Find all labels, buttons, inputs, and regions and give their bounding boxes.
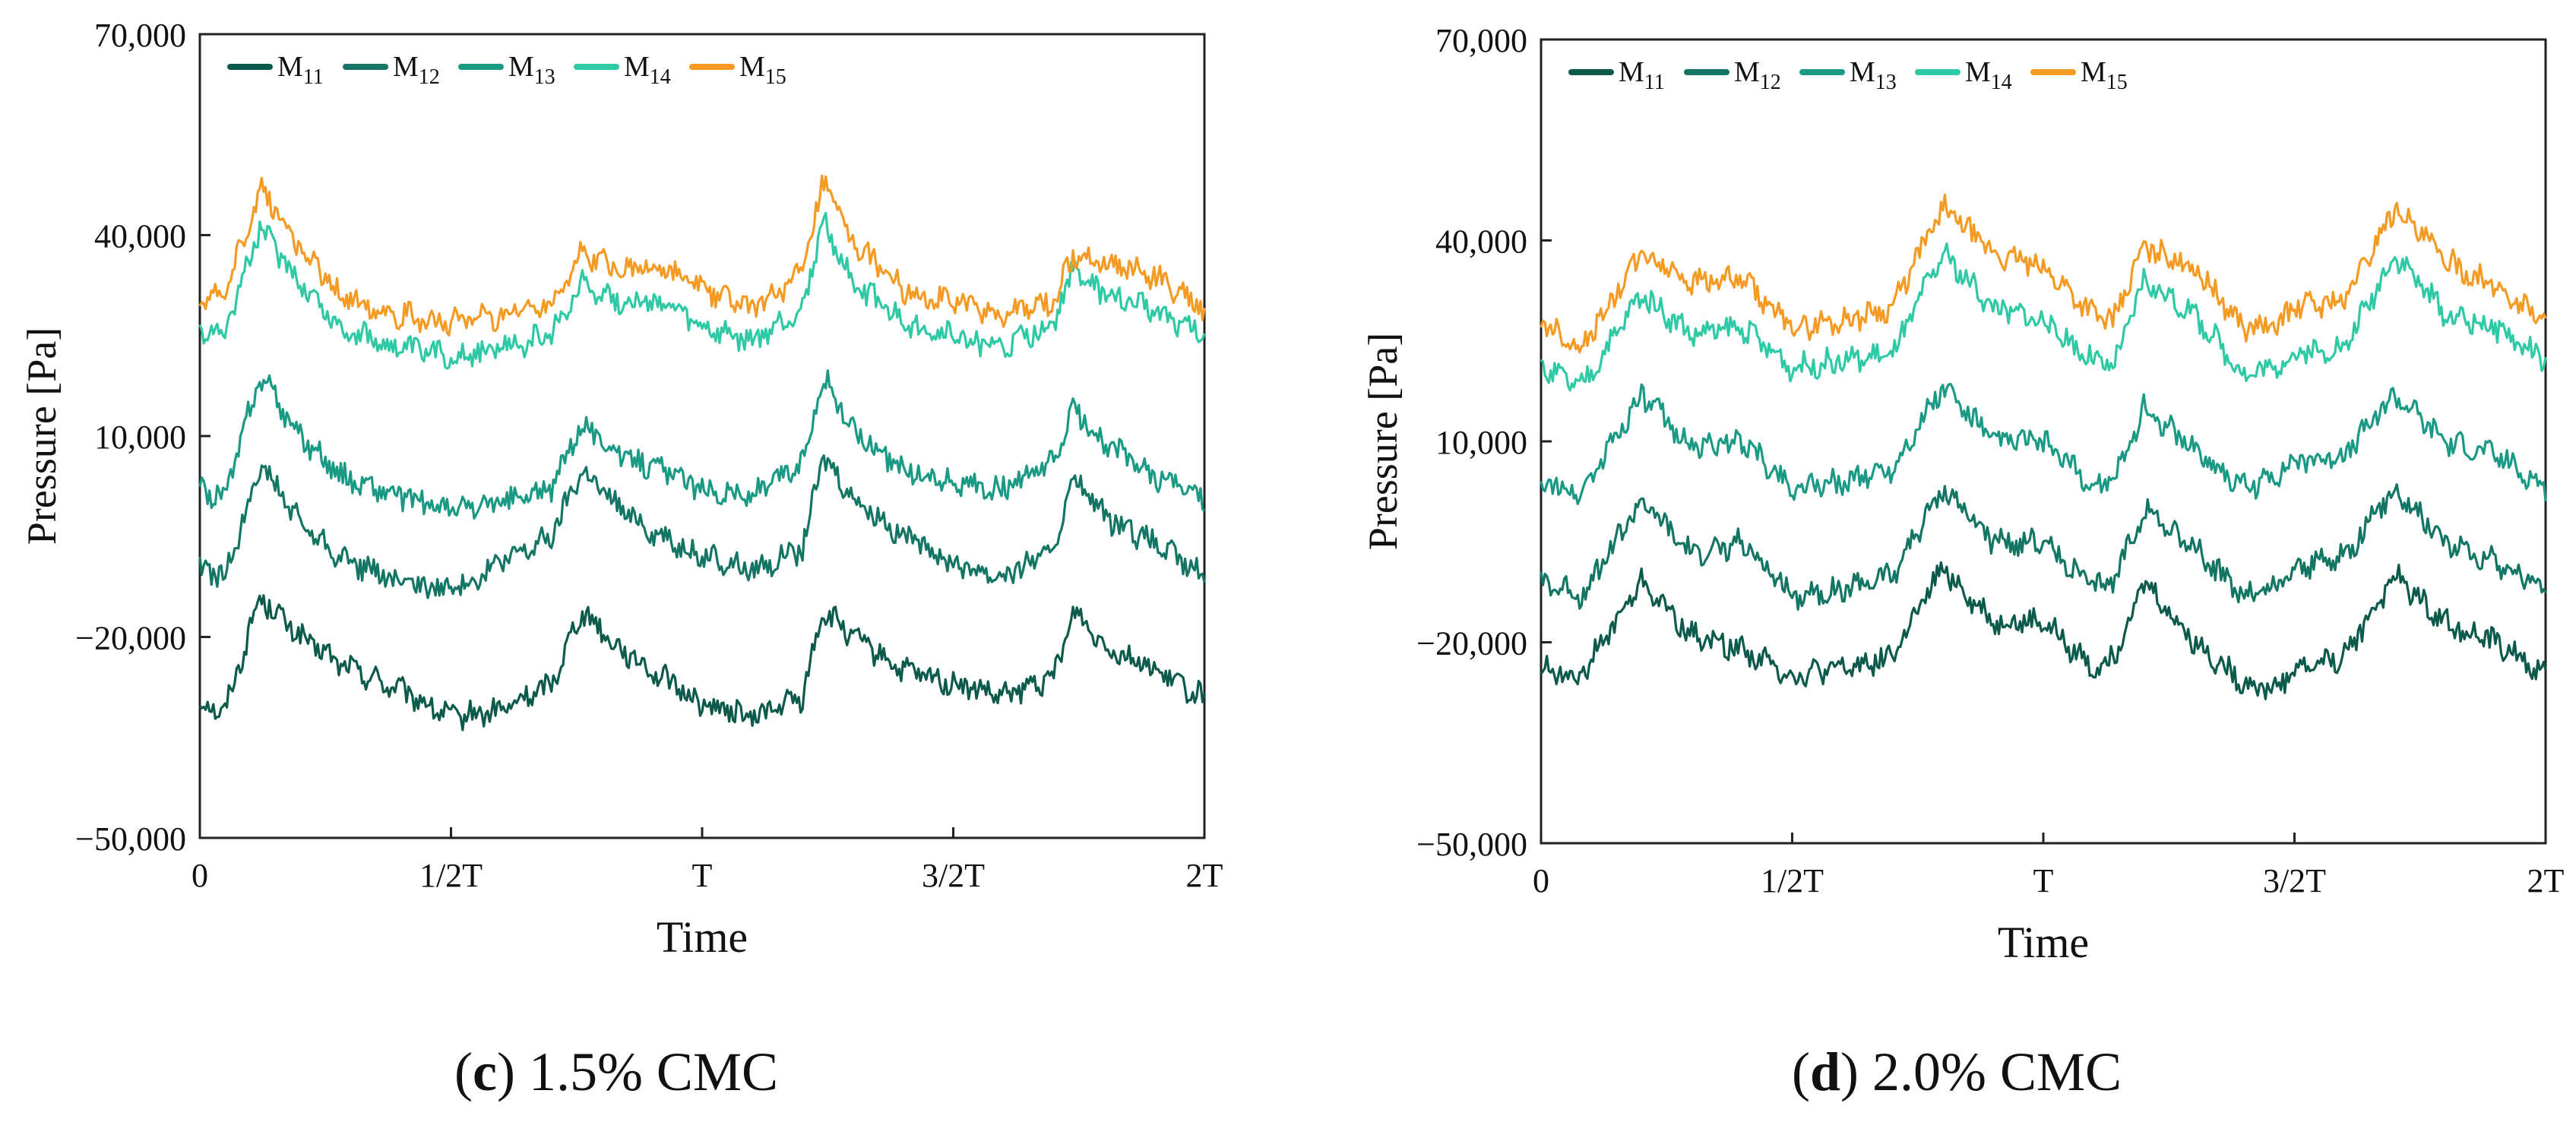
series-line-m11 [198, 594, 1206, 732]
y-tick-label: 10,000 [94, 419, 186, 456]
y-tick-label: 10,000 [1435, 424, 1527, 461]
legend: M11 M12 M13 M14 M15 [1568, 56, 2128, 94]
legend-label: M11 [277, 51, 324, 89]
legend-item-m14: M14 [574, 51, 671, 89]
y-tick-label: 40,000 [94, 218, 186, 255]
y-tick-label: 70,000 [1435, 22, 1527, 59]
legend-item-m15: M15 [2030, 56, 2128, 94]
x-tick-label: 3/2T [2263, 862, 2326, 899]
x-axis-label: Time [657, 912, 748, 962]
legend-label: M13 [508, 51, 555, 89]
legend: M11 M12 M13 M14 M15 [227, 51, 786, 89]
caption-c-label: c [472, 1041, 497, 1102]
legend-label: M14 [624, 51, 671, 89]
legend-label: M15 [2081, 56, 2128, 94]
x-tick-label: T [2033, 862, 2054, 899]
legend-label: M13 [1850, 56, 1897, 94]
series-line-m11 [1540, 561, 2547, 700]
x-tick-label: 3/2T [922, 857, 985, 894]
legend-item-m11: M11 [1568, 56, 1665, 94]
series-line-m12 [198, 454, 1206, 599]
caption-d: (d) 2.0% CMC [1792, 1041, 2122, 1102]
x-tick-label: 0 [191, 857, 208, 894]
x-tick-label: 2T [2527, 862, 2565, 899]
legend-item-m12: M12 [1684, 56, 1781, 94]
series-line-m12 [1540, 483, 2547, 611]
series-line-m15 [198, 174, 1206, 337]
y-axis-label: Pressure [Pa] [19, 327, 65, 545]
legend-item-m13: M13 [458, 51, 555, 89]
series-line-m13 [1540, 383, 2547, 505]
y-axis-label: Pressure [Pa] [1360, 333, 1406, 550]
legend-item-m11: M11 [227, 51, 324, 89]
legend-label: M12 [1734, 56, 1781, 94]
x-tick-label: 1/2T [419, 857, 483, 894]
legend-label: M14 [1965, 56, 2012, 94]
y-tick-label: −20,000 [75, 620, 186, 657]
y-tick-label: −50,000 [75, 820, 186, 858]
y-tick-label: −20,000 [1416, 625, 1527, 662]
legend-item-m14: M14 [1915, 56, 2012, 94]
series-line-m15 [1540, 193, 2547, 354]
legend-item-m15: M15 [689, 51, 786, 89]
plot-area [198, 33, 1206, 839]
x-tick-label: 1/2T [1761, 862, 1824, 899]
legend-item-m13: M13 [1799, 56, 1897, 94]
x-axis-label: Time [1998, 918, 2089, 967]
series-line-m13 [198, 369, 1206, 520]
legend-item-m12: M12 [343, 51, 440, 89]
x-tick-label: 0 [1533, 862, 1549, 899]
y-tick-label: 70,000 [94, 17, 186, 54]
y-tick-label: −50,000 [1416, 826, 1527, 863]
caption-d-text: 2.0% CMC [1872, 1041, 2122, 1102]
series-line-m14 [198, 211, 1206, 370]
y-tick-label: 40,000 [1435, 223, 1527, 261]
x-tick-label: 2T [1186, 857, 1223, 894]
caption-c: (c) 1.5% CMC [454, 1041, 778, 1102]
legend-label: M11 [1619, 56, 1665, 94]
series-line-m14 [1540, 242, 2547, 392]
legend-label: M12 [393, 51, 440, 89]
caption-c-text: 1.5% CMC [528, 1041, 778, 1102]
legend-label: M15 [739, 51, 786, 89]
x-tick-label: T [692, 857, 713, 894]
caption-d-label: d [1809, 1041, 1841, 1102]
